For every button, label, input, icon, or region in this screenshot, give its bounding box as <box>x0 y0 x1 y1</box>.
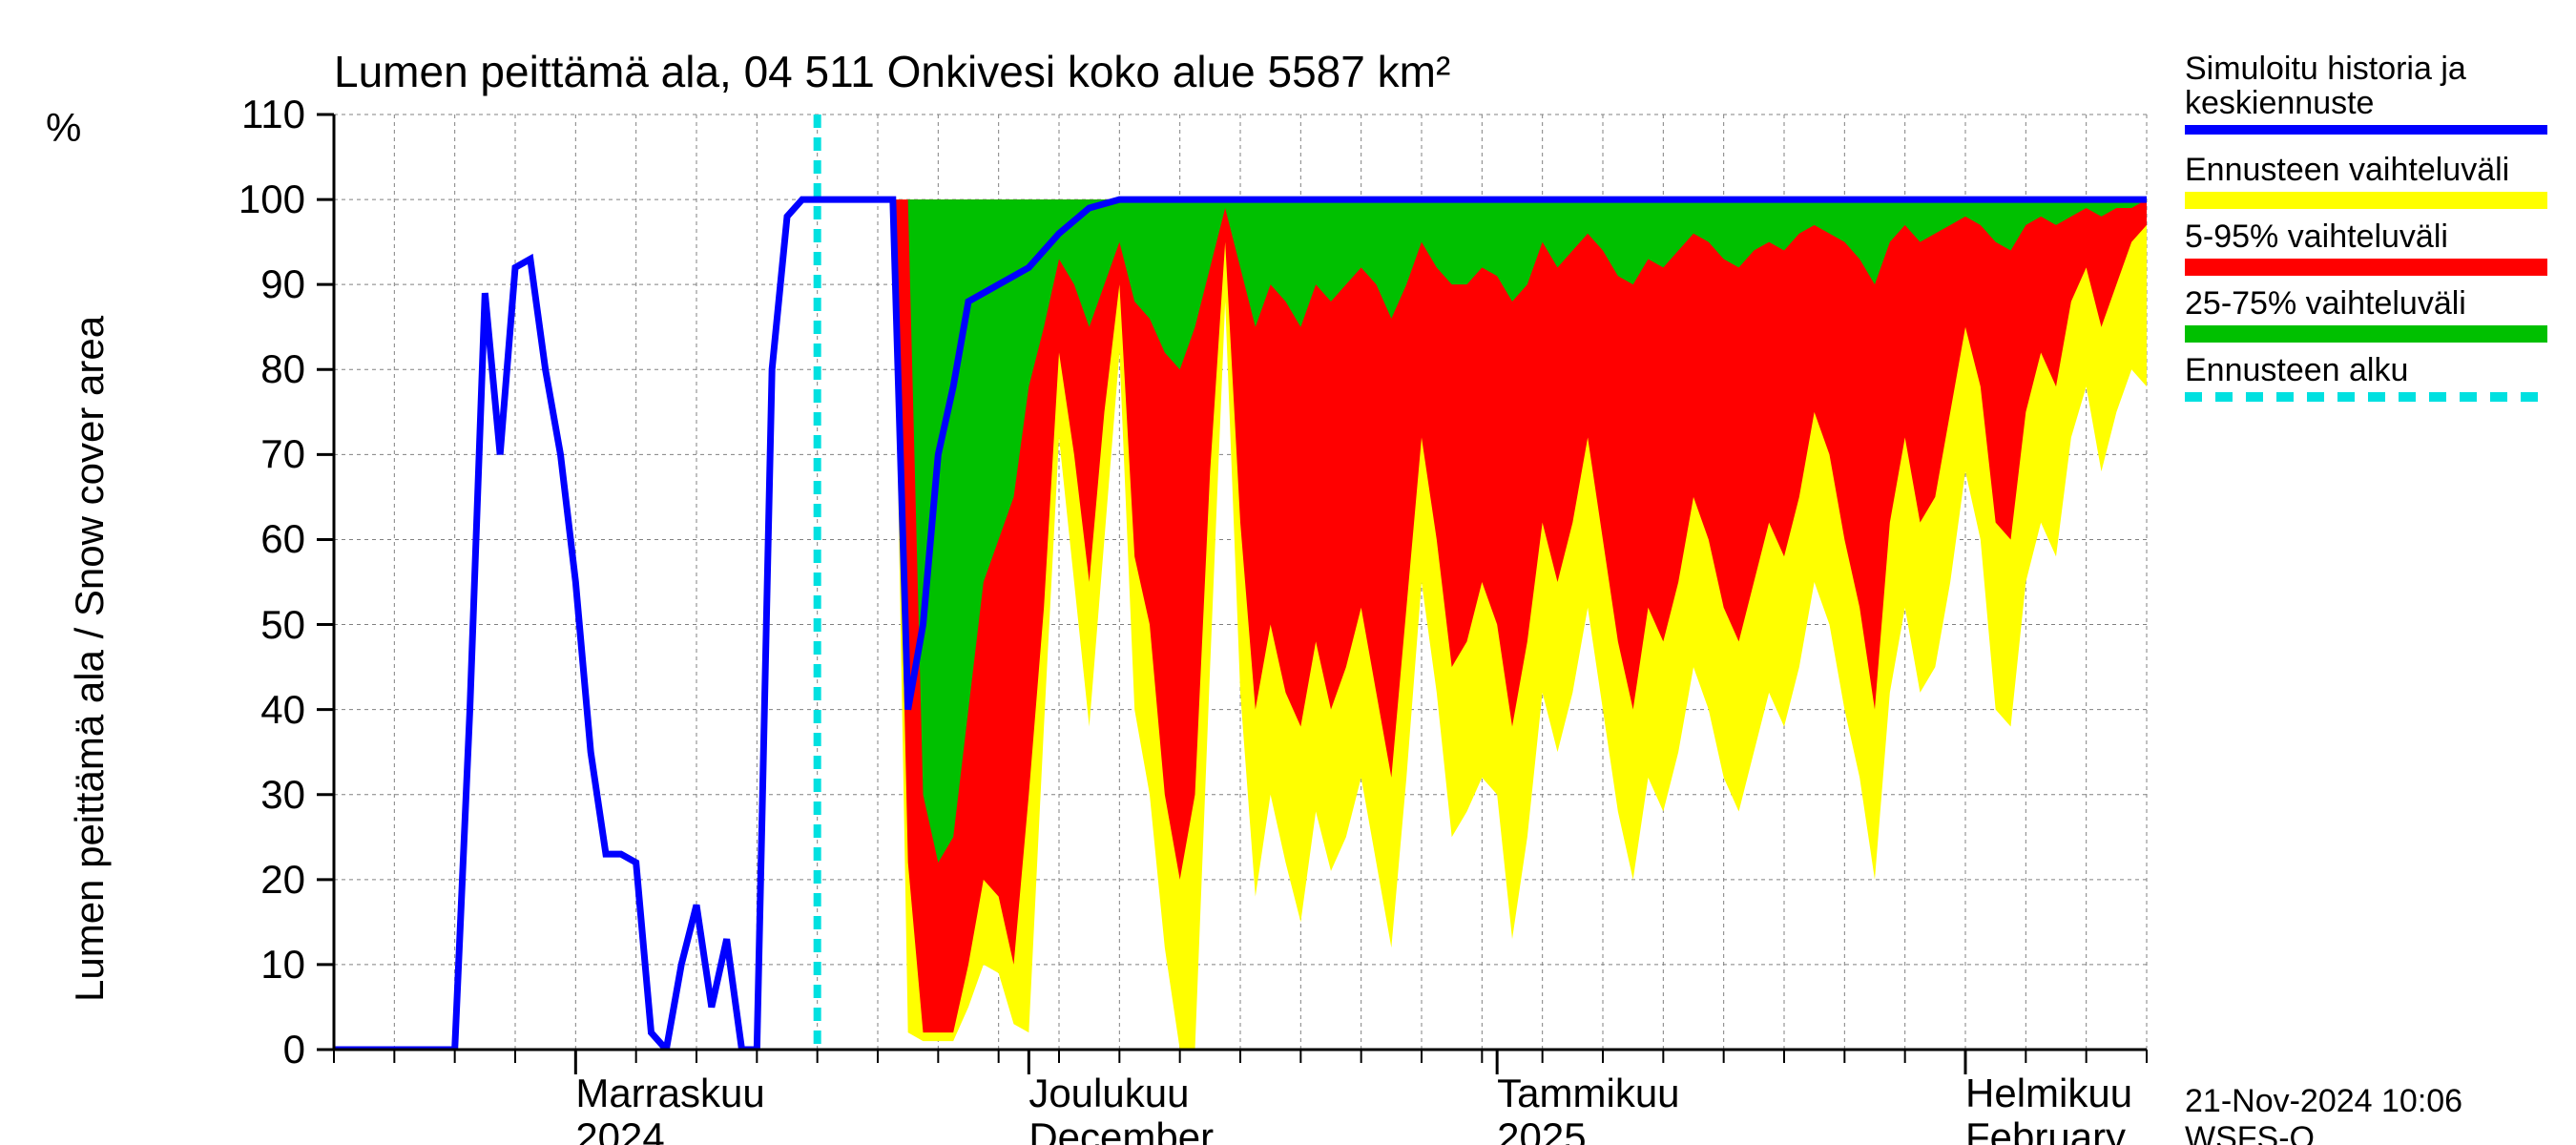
x-month-sublabel: December <box>1028 1114 1214 1145</box>
y-tick-label: 100 <box>191 177 305 222</box>
legend-swatch <box>2185 325 2547 343</box>
legend-label: 5-95% vaihteluväli <box>2185 220 2448 255</box>
x-month-label: Tammikuu <box>1497 1071 1679 1116</box>
y-tick-label: 60 <box>191 516 305 562</box>
x-month-sublabel: 2024 <box>575 1114 664 1145</box>
x-month-sublabel: February <box>1965 1114 2126 1145</box>
y-tick-label: 20 <box>191 857 305 903</box>
timestamp-label: 21-Nov-2024 10:06 WSFS-O <box>2185 1083 2576 1145</box>
x-month-label: Joulukuu <box>1028 1071 1189 1116</box>
chart-root: Lumen peittämä ala, 04 511 Onkivesi koko… <box>0 0 2576 1145</box>
y-tick-label: 80 <box>191 346 305 392</box>
y-tick-label: 70 <box>191 431 305 477</box>
legend-swatch <box>2185 192 2547 209</box>
legend-label: Ennusteen vaihteluväli <box>2185 154 2509 188</box>
legend-swatch <box>2185 125 2547 135</box>
y-tick-label: 10 <box>191 942 305 988</box>
y-tick-label: 40 <box>191 687 305 733</box>
y-tick-label: 50 <box>191 602 305 648</box>
legend-label: 25-75% vaihteluväli <box>2185 287 2466 322</box>
legend-swatch <box>2185 259 2547 276</box>
x-month-label: Helmikuu <box>1965 1071 2132 1116</box>
x-month-sublabel: 2025 <box>1497 1114 1586 1145</box>
y-tick-label: 0 <box>191 1027 305 1072</box>
y-tick-label: 90 <box>191 261 305 307</box>
y-tick-label: 30 <box>191 772 305 818</box>
legend-label: Simuloitu historia jakeskiennuste <box>2185 52 2466 120</box>
legend-swatch <box>2185 392 2547 402</box>
y-tick-label: 110 <box>191 92 305 137</box>
x-month-label: Marraskuu <box>575 1071 764 1116</box>
legend-label: Ennusteen alku <box>2185 354 2408 388</box>
